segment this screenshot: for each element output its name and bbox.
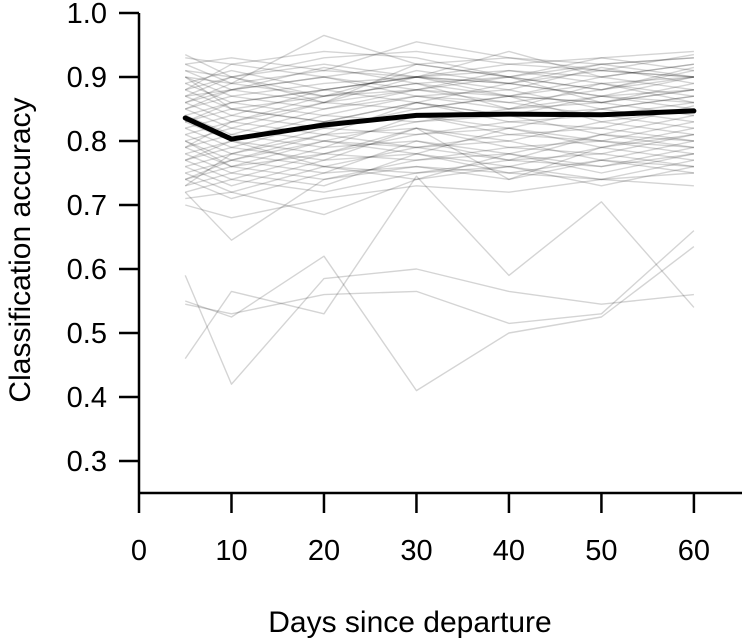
individual-trajectory-line	[185, 153, 695, 181]
individual-trajectory-line	[185, 165, 694, 216]
individual-trajectory-line	[185, 50, 694, 78]
individual-trajectory-line	[184, 63, 694, 104]
y-tick-label: 1.0	[67, 0, 107, 30]
x-tick-label: 0	[131, 535, 147, 567]
individual-trajectory-line	[184, 121, 695, 161]
mean-line	[182, 108, 697, 142]
individual-trajectory-line	[184, 175, 695, 359]
axes-layer: 0 10 20 30 40 50 60 0.3 0.4 0.5 0.6 0.7 0.8 0.9 1.0	[67, 0, 742, 567]
individual-trajectory-line	[184, 133, 694, 187]
y-tick-label: 0.8	[67, 126, 107, 158]
x-tick-label: 60	[678, 535, 710, 567]
x-tick-label: 10	[215, 535, 247, 567]
mean-line-layer	[182, 108, 697, 142]
individual-trajectory-line	[184, 69, 694, 123]
individual-trajectory-line	[184, 76, 695, 110]
individual-trajectory-line	[185, 165, 695, 193]
individual-trajectory-line	[185, 95, 695, 123]
x-tick-label: 20	[308, 535, 340, 567]
individual-trajectory-line	[184, 82, 694, 123]
x-tick-label: 50	[585, 535, 617, 567]
individual-trajectory-line	[184, 50, 695, 78]
individual-trajectory-line	[184, 146, 695, 187]
individual-trajectory-line	[184, 76, 695, 123]
individual-trajectory-line	[184, 63, 695, 91]
y-axis-title: Classification accuracy	[4, 97, 37, 402]
individual-trajectory-line	[184, 140, 695, 181]
individual-trajectory-line	[185, 66, 695, 97]
individual-trajectory-line	[185, 69, 694, 91]
y-tick-label: 0.4	[67, 382, 107, 414]
individual-trajectory-line	[185, 140, 695, 168]
individual-trajectory-line	[185, 140, 695, 174]
individual-trajectory-line	[185, 246, 695, 392]
individual-trajectory-line	[185, 127, 695, 161]
individual-trajectories-layer	[184, 34, 695, 392]
individual-trajectory-line	[184, 76, 695, 110]
individual-trajectory-line	[185, 50, 694, 78]
individual-trajectory-line	[185, 230, 695, 325]
x-axis-title: Days since departure	[268, 606, 551, 639]
y-tick-label: 0.3	[67, 446, 107, 478]
individual-trajectory-line	[184, 89, 695, 129]
individual-trajectory-line	[184, 127, 694, 181]
individual-trajectory-line	[185, 34, 695, 85]
individual-trajectory-line	[184, 89, 695, 149]
individual-trajectory-line	[185, 41, 694, 72]
individual-trajectory-line	[184, 127, 695, 181]
individual-trajectory-line	[184, 133, 695, 174]
individual-trajectory-line	[185, 95, 695, 129]
individual-trajectory-line	[185, 101, 695, 136]
individual-trajectory-line	[184, 268, 694, 385]
individual-trajectory-line	[185, 66, 695, 97]
individual-trajectory-line	[184, 127, 695, 168]
individual-trajectory-line	[184, 159, 694, 241]
individual-trajectory-line	[185, 76, 695, 104]
x-tick-label: 40	[493, 535, 525, 567]
y-tick-label: 0.7	[67, 190, 107, 222]
x-tick-label: 30	[400, 535, 432, 567]
individual-trajectory-line	[184, 63, 695, 104]
individual-trajectory-line	[184, 63, 695, 97]
y-tick-label: 0.9	[67, 62, 107, 94]
individual-trajectory-line	[185, 89, 695, 117]
individual-trajectory-line	[185, 153, 695, 187]
y-tick-label: 0.6	[67, 254, 107, 286]
individual-trajectory-line	[185, 114, 695, 142]
individual-trajectory-line	[184, 66, 695, 97]
individual-trajectory-line	[184, 82, 694, 117]
individual-trajectory-line	[185, 178, 694, 219]
individual-trajectory-line	[185, 76, 695, 110]
individual-trajectory-line	[184, 57, 695, 91]
individual-trajectory-line	[184, 76, 695, 104]
individual-trajectory-line	[184, 153, 695, 193]
y-tick-label: 0.5	[67, 318, 107, 350]
individual-trajectory-line	[184, 159, 695, 200]
